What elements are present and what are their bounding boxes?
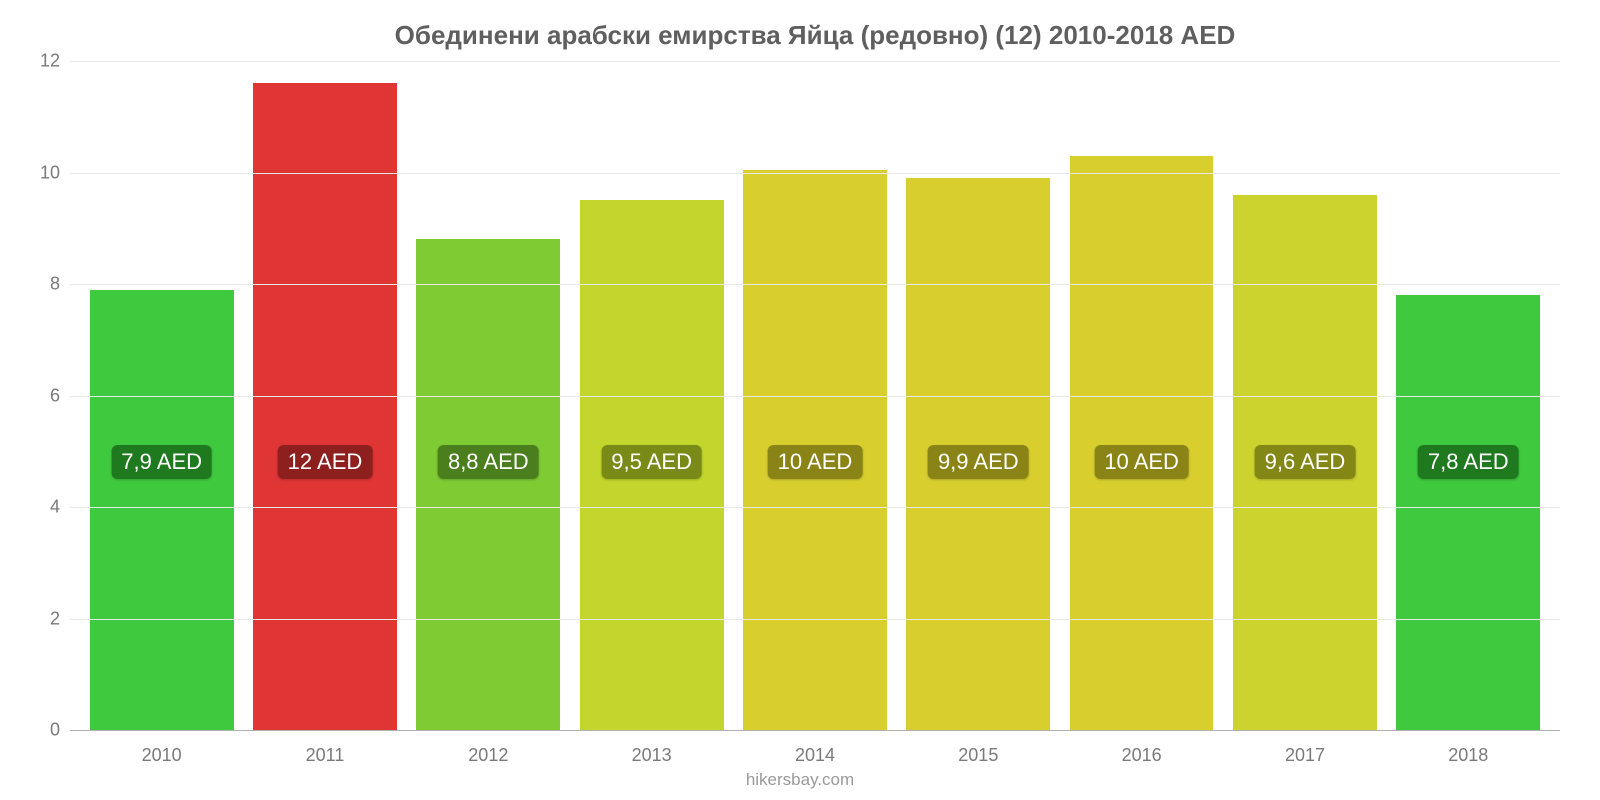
bar: 12 AED bbox=[253, 83, 397, 730]
bar-data-label: 12 AED bbox=[278, 445, 373, 479]
gridline bbox=[70, 396, 1560, 397]
x-tick-label: 2017 bbox=[1223, 745, 1386, 766]
x-tick-label: 2013 bbox=[570, 745, 733, 766]
plot-area: 7,9 AED 12 AED 8,8 AED 9,5 AED 10 AED 9,9 AED… bbox=[70, 61, 1560, 731]
bar-data-label: 9,9 AED bbox=[928, 445, 1029, 479]
gridline bbox=[70, 619, 1560, 620]
y-tick-label: 2 bbox=[30, 608, 60, 629]
bar: 9,9 AED bbox=[906, 178, 1050, 730]
bar-data-label: 8,8 AED bbox=[438, 445, 539, 479]
x-tick-label: 2018 bbox=[1387, 745, 1550, 766]
bar: 7,9 AED bbox=[90, 290, 234, 730]
bar: 9,6 AED bbox=[1233, 195, 1377, 730]
bar-data-label: 10 AED bbox=[768, 445, 863, 479]
bar: 10 AED bbox=[1070, 156, 1214, 730]
gridline bbox=[70, 284, 1560, 285]
y-tick-label: 10 bbox=[30, 162, 60, 183]
x-tick-label: 2012 bbox=[407, 745, 570, 766]
bar-data-label: 9,6 AED bbox=[1255, 445, 1356, 479]
bar: 9,5 AED bbox=[580, 200, 724, 730]
x-tick-label: 2016 bbox=[1060, 745, 1223, 766]
gridline bbox=[70, 507, 1560, 508]
bar: 7,8 AED bbox=[1396, 295, 1540, 730]
x-tick-label: 2011 bbox=[243, 745, 406, 766]
gridline bbox=[70, 173, 1560, 174]
bar: 8,8 AED bbox=[416, 239, 560, 730]
bar: 10 AED bbox=[743, 170, 887, 730]
bar-data-label: 7,9 AED bbox=[111, 445, 212, 479]
y-tick-label: 6 bbox=[30, 385, 60, 406]
y-tick-label: 12 bbox=[30, 51, 60, 72]
x-tick-label: 2015 bbox=[897, 745, 1060, 766]
bar-data-label: 9,5 AED bbox=[601, 445, 702, 479]
chart-title: Обединени арабски емирства Яйца (редовно… bbox=[70, 20, 1560, 51]
bar-data-label: 7,8 AED bbox=[1418, 445, 1519, 479]
x-tick-label: 2010 bbox=[80, 745, 243, 766]
x-axis: 201020112012201320142015201620172018 bbox=[70, 731, 1560, 766]
x-tick-label: 2014 bbox=[733, 745, 896, 766]
y-tick-label: 0 bbox=[30, 720, 60, 741]
chart-container: Обединени арабски емирства Яйца (редовно… bbox=[0, 0, 1600, 800]
chart-footer: hikersbay.com bbox=[0, 770, 1600, 790]
bar-data-label: 10 AED bbox=[1094, 445, 1189, 479]
y-tick-label: 4 bbox=[30, 497, 60, 518]
gridline bbox=[70, 61, 1560, 62]
y-tick-label: 8 bbox=[30, 274, 60, 295]
